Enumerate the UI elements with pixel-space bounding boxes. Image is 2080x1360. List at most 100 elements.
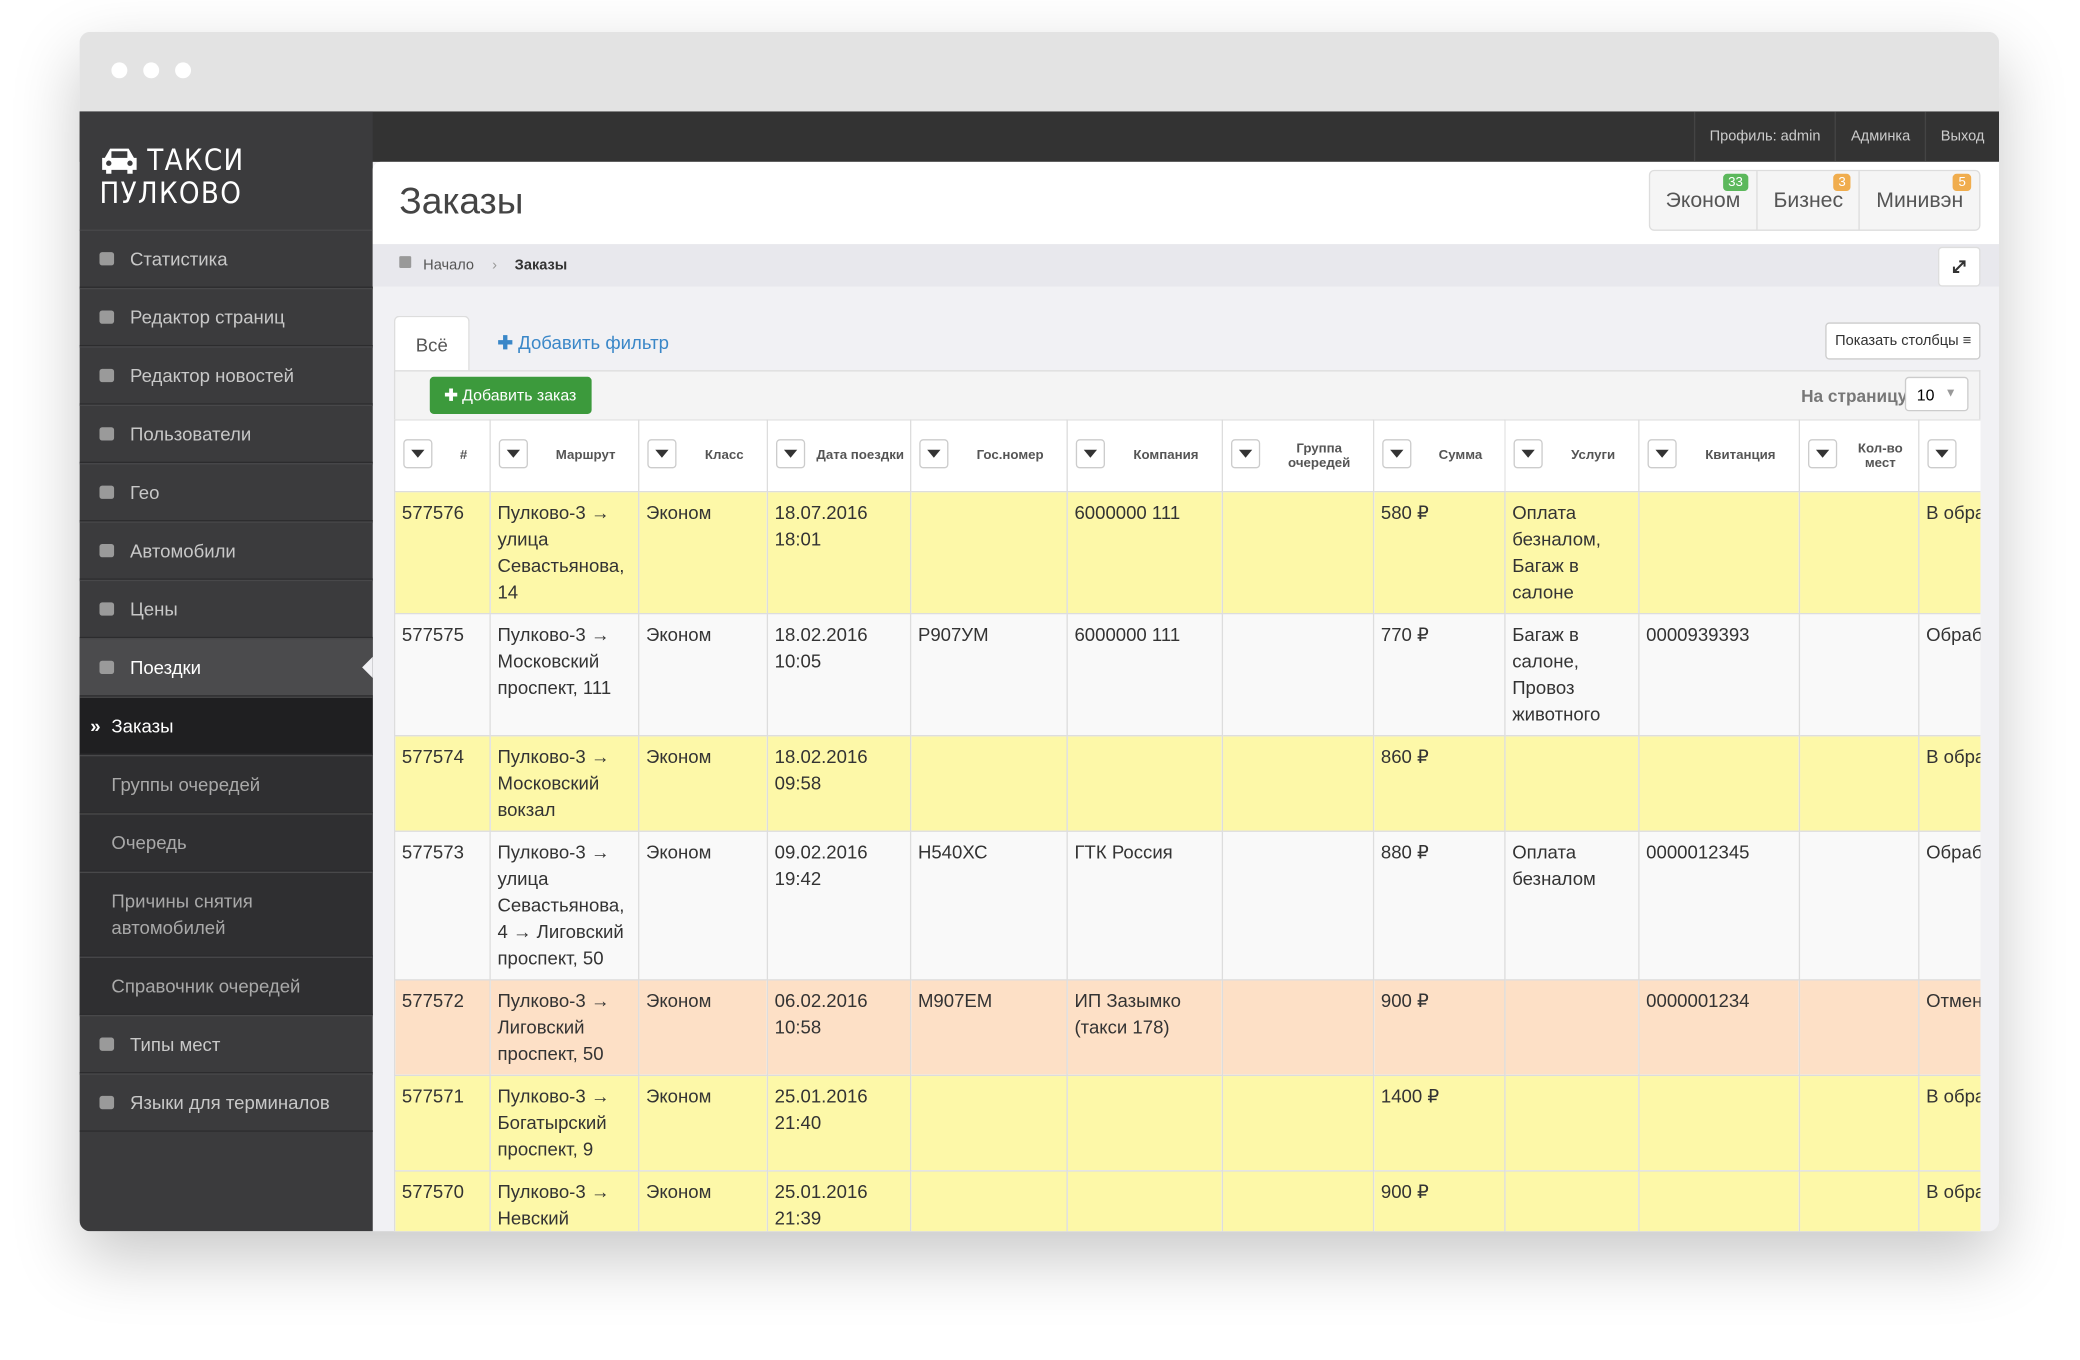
top-link[interactable]: Выход bbox=[1924, 111, 1999, 162]
menu-item[interactable]: Поездки bbox=[79, 638, 373, 697]
menu-item[interactable]: Причины снятия автомобилей bbox=[79, 871, 373, 957]
filter-button[interactable] bbox=[498, 439, 528, 469]
menu-icon: ≡ bbox=[1962, 333, 1972, 349]
cell bbox=[1798, 830, 1920, 981]
order-row[interactable]: 577575 Пулково-3 → Московский проспект, 1… bbox=[393, 612, 1981, 737]
order-row[interactable]: 577574 Пулково-3 → Московский вокзал Эконо… bbox=[393, 735, 1981, 832]
cell: 900 ₽ bbox=[1372, 1170, 1506, 1232]
menu-item[interactable]: Типы мест bbox=[79, 1015, 373, 1074]
filter-button[interactable] bbox=[776, 439, 806, 469]
filter-button[interactable] bbox=[1808, 439, 1838, 469]
column-header[interactable]: Сумма bbox=[1372, 419, 1506, 493]
menu-item[interactable]: Языки для терминалов bbox=[79, 1073, 373, 1132]
column-header[interactable]: Дата поездки bbox=[766, 419, 912, 493]
add-filter-text: Добавить фильтр bbox=[518, 331, 669, 353]
cell: Обраб bbox=[1918, 612, 1981, 737]
cell bbox=[1798, 490, 1920, 615]
cell: Пулково-3 → Лиговский проспект, 50 bbox=[489, 979, 640, 1077]
column-title: Гос.номер bbox=[976, 448, 1044, 464]
column-title: Сумма bbox=[1438, 448, 1483, 464]
menu-item[interactable]: Редактор страниц bbox=[79, 287, 373, 347]
filter-button[interactable] bbox=[403, 439, 433, 469]
breadcrumb[interactable]: Начало bbox=[423, 257, 474, 274]
menu-item[interactable]: Пользователи bbox=[79, 404, 373, 464]
menu-label: Заказы bbox=[111, 715, 174, 737]
orders-table-wrap: # Маршрут Класс Дата поездки Гос.номер Компан… bbox=[393, 419, 1981, 1232]
window-dot bbox=[175, 62, 192, 79]
cell: 577576 bbox=[393, 490, 491, 615]
class-tab[interactable]: Минивэн 5 bbox=[1859, 171, 1979, 230]
cell: ГТК Россия bbox=[1066, 830, 1224, 981]
top-link[interactable]: Профиль: admin bbox=[1693, 111, 1835, 162]
filter-button[interactable] bbox=[1075, 439, 1105, 469]
class-tab[interactable]: Эконом 33 bbox=[1650, 171, 1757, 229]
column-title: Услуги bbox=[1571, 448, 1616, 464]
cell: 18.02.2016 09:58 bbox=[766, 735, 912, 832]
cell bbox=[1066, 1074, 1224, 1172]
menu-item[interactable]: Цены bbox=[79, 579, 373, 639]
cell: 1400 ₽ bbox=[1372, 1074, 1506, 1172]
column-header[interactable]: Группа очередей bbox=[1221, 419, 1375, 493]
per-page-select[interactable]: 10 ▼ bbox=[1904, 376, 1969, 412]
breadcrumb-separator: › bbox=[492, 257, 498, 274]
order-row[interactable]: 577571 Пулково-3 → Богатырский проспект, … bbox=[393, 1074, 1981, 1172]
logo-text: ТАКСИ ПУЛКОВО bbox=[99, 144, 245, 211]
column-header[interactable]: С bbox=[1918, 419, 1981, 493]
menu-item[interactable]: Справочник очередей bbox=[79, 956, 373, 1016]
column-header[interactable]: Класс bbox=[638, 419, 769, 493]
filter-button[interactable] bbox=[647, 439, 677, 469]
order-row[interactable]: 577576 Пулково-3 → улица Севастьянова, 14… bbox=[393, 490, 1981, 615]
breadcrumb: Заказы bbox=[514, 257, 568, 274]
window-dot bbox=[111, 62, 128, 79]
column-header[interactable]: Гос.номер bbox=[909, 419, 1068, 493]
order-row[interactable]: 577572 Пулково-3 → Лиговский проспект, 50… bbox=[393, 979, 1981, 1077]
column-header[interactable]: # bbox=[393, 419, 491, 493]
cell: 577572 bbox=[393, 979, 491, 1077]
filter-button[interactable] bbox=[1927, 439, 1957, 469]
filter-button[interactable] bbox=[1647, 439, 1677, 469]
add-filter[interactable]: ✚ Добавить фильтр bbox=[497, 332, 669, 355]
order-row[interactable]: 577570 Пулково-3 → Невский Эконом 25.01.201… bbox=[393, 1170, 1981, 1232]
column-header[interactable]: Компания bbox=[1066, 419, 1224, 493]
menu-item[interactable]: » Заказы bbox=[79, 696, 373, 755]
table-head: # Маршрут Класс Дата поездки Гос.номер Компан… bbox=[393, 419, 1981, 493]
menu-item[interactable]: Группы очередей bbox=[79, 754, 373, 814]
column-header[interactable]: Маршрут bbox=[489, 419, 640, 493]
menu-icon bbox=[99, 252, 115, 266]
cell: 577573 bbox=[393, 830, 491, 981]
per-page-label: На страницу: bbox=[1801, 386, 1913, 407]
filter-button[interactable] bbox=[1513, 439, 1543, 469]
class-tab[interactable]: Бизнес 3 bbox=[1756, 171, 1859, 230]
menu-item[interactable]: Автомобили bbox=[79, 521, 373, 580]
show-columns-button[interactable]: Показать столбцы ≡ bbox=[1825, 322, 1981, 360]
filter-button[interactable] bbox=[1382, 439, 1412, 469]
cell: Пулково-3 → Богатырский проспект, 9 bbox=[489, 1074, 640, 1172]
expand-button[interactable] bbox=[1938, 246, 1981, 287]
order-row[interactable]: 577573 Пулково-3 → улица Севастьянова, 4 … bbox=[393, 830, 1981, 981]
cell: 0000012345 bbox=[1638, 830, 1801, 981]
menu-item[interactable]: Гео bbox=[79, 463, 373, 522]
cell: Пулково-3 → улица Севастьянова, 4 → Лиго… bbox=[489, 830, 640, 981]
sidebar: ТАКСИ ПУЛКОВО Статистика Редактор страниц… bbox=[79, 111, 373, 1232]
menu-item[interactable]: Статистика bbox=[79, 229, 373, 288]
cell: 25.01.2016 21:39 bbox=[766, 1170, 912, 1232]
chevron-icon: » bbox=[90, 715, 101, 737]
tab-all[interactable]: Всё bbox=[393, 315, 470, 372]
menu-item[interactable]: Редактор новостей bbox=[79, 346, 373, 405]
menu-label: Цены bbox=[129, 598, 178, 620]
add-order-button[interactable]: ✚ Добавить заказ bbox=[429, 376, 591, 414]
menu-label: Редактор страниц bbox=[129, 306, 285, 328]
menu-icon bbox=[99, 543, 115, 558]
column-header[interactable]: Услуги bbox=[1504, 419, 1640, 493]
cell bbox=[909, 1074, 1068, 1172]
logo[interactable]: ТАКСИ ПУЛКОВО bbox=[99, 145, 372, 211]
cell: Оплата безналом, Багаж в салоне bbox=[1504, 490, 1640, 615]
cell bbox=[1638, 490, 1801, 615]
menu-item[interactable]: Очередь bbox=[79, 813, 373, 872]
column-title: Класс bbox=[704, 448, 744, 464]
column-header[interactable]: Кол-во мест bbox=[1798, 419, 1920, 493]
filter-button[interactable] bbox=[919, 439, 949, 469]
column-header[interactable]: Квитанция bbox=[1638, 419, 1801, 493]
filter-button[interactable] bbox=[1230, 439, 1261, 469]
top-link[interactable]: Админка bbox=[1835, 111, 1925, 162]
